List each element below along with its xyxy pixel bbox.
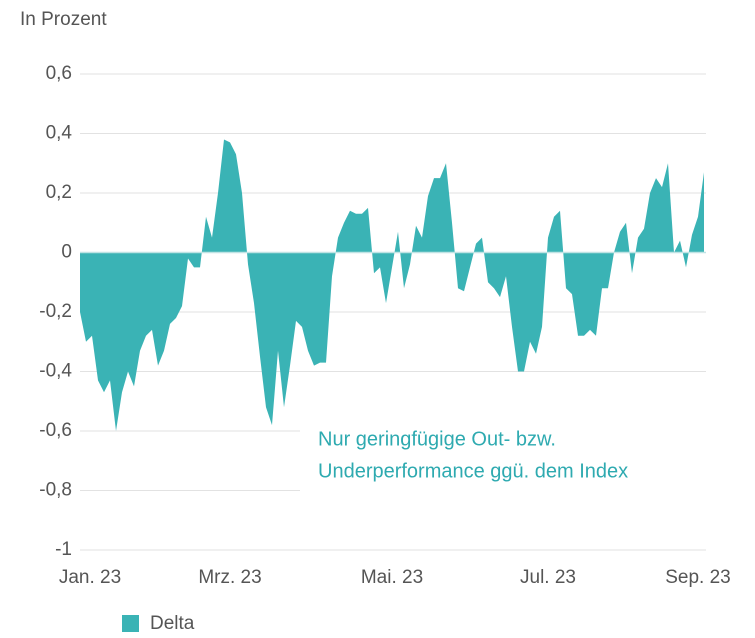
y-tick-label: 0,2 [46,182,72,203]
area [80,139,704,431]
x-tick-label: Jul. 23 [520,567,576,588]
y-axis-label: In Prozent [20,9,107,30]
annotation: Underperformance ggü. dem Index [318,460,628,482]
y-tick-label: 0 [61,242,72,263]
y-tick-label: -0,4 [39,361,72,382]
x-tick-label: Sep. 23 [665,567,731,588]
y-tick-label: 0,6 [46,63,72,84]
annotation-background [300,420,720,500]
y-tick-label: -1 [55,539,72,560]
x-tick-label: Mrz. 23 [198,567,261,588]
annotation: Nur geringfügige Out- bzw. [318,428,556,450]
y-tick-label: -0,6 [39,420,72,441]
x-tick-label: Jan. 23 [59,567,121,588]
y-tick-label: -0,2 [39,301,72,322]
legend-swatch [122,615,139,632]
y-tick-label: 0,4 [46,123,73,144]
legend-label: Delta [150,613,195,634]
y-tick-label: -0,8 [39,480,72,501]
x-tick-label: Mai. 23 [361,567,423,588]
